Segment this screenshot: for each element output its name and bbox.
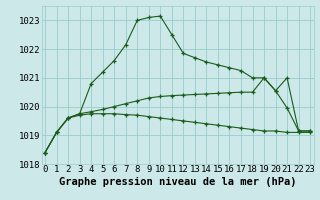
X-axis label: Graphe pression niveau de la mer (hPa): Graphe pression niveau de la mer (hPa) [59, 177, 296, 187]
